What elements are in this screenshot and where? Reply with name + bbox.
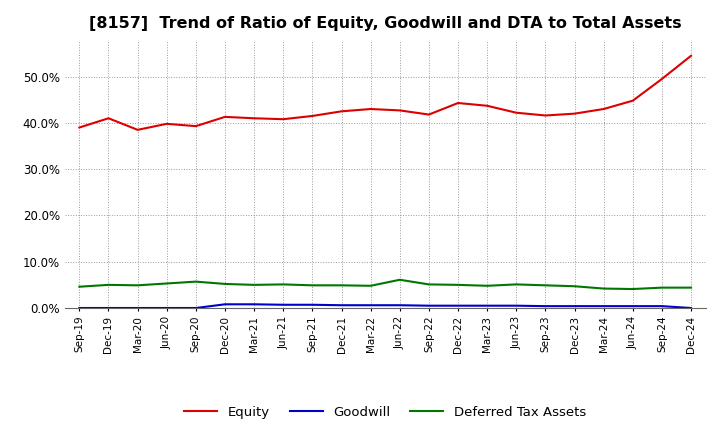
Equity	[541, 113, 550, 118]
Line: Equity: Equity	[79, 56, 691, 130]
Deferred Tax Assets	[687, 285, 696, 290]
Deferred Tax Assets	[570, 284, 579, 289]
Equity	[192, 124, 200, 129]
Goodwill	[483, 303, 492, 308]
Equity	[629, 98, 637, 103]
Goodwill	[75, 305, 84, 311]
Deferred Tax Assets	[163, 281, 171, 286]
Equity	[133, 127, 142, 132]
Goodwill	[337, 303, 346, 308]
Deferred Tax Assets	[541, 282, 550, 288]
Goodwill	[657, 304, 666, 309]
Deferred Tax Assets	[512, 282, 521, 287]
Equity	[570, 111, 579, 116]
Deferred Tax Assets	[337, 282, 346, 288]
Deferred Tax Assets	[133, 282, 142, 288]
Deferred Tax Assets	[425, 282, 433, 287]
Equity	[483, 103, 492, 108]
Equity	[250, 116, 258, 121]
Goodwill	[541, 304, 550, 309]
Goodwill	[425, 303, 433, 308]
Goodwill	[395, 303, 404, 308]
Line: Goodwill: Goodwill	[79, 304, 691, 308]
Equity	[279, 117, 287, 122]
Deferred Tax Assets	[220, 281, 229, 286]
Deferred Tax Assets	[192, 279, 200, 284]
Goodwill	[192, 305, 200, 311]
Equity	[395, 108, 404, 113]
Deferred Tax Assets	[308, 282, 317, 288]
Equity	[512, 110, 521, 115]
Goodwill	[250, 302, 258, 307]
Goodwill	[220, 302, 229, 307]
Goodwill	[104, 305, 113, 311]
Equity	[366, 106, 375, 112]
Deferred Tax Assets	[104, 282, 113, 287]
Equity	[454, 100, 462, 106]
Deferred Tax Assets	[366, 283, 375, 289]
Deferred Tax Assets	[395, 277, 404, 282]
Goodwill	[366, 303, 375, 308]
Goodwill	[687, 305, 696, 311]
Goodwill	[599, 304, 608, 309]
Deferred Tax Assets	[657, 285, 666, 290]
Equity	[657, 76, 666, 81]
Equity	[163, 121, 171, 126]
Deferred Tax Assets	[629, 286, 637, 292]
Deferred Tax Assets	[454, 282, 462, 287]
Goodwill	[308, 302, 317, 308]
Goodwill	[454, 303, 462, 308]
Equity	[220, 114, 229, 120]
Deferred Tax Assets	[483, 283, 492, 289]
Equity	[308, 114, 317, 119]
Deferred Tax Assets	[279, 282, 287, 287]
Equity	[425, 112, 433, 117]
Equity	[104, 116, 113, 121]
Deferred Tax Assets	[75, 284, 84, 290]
Goodwill	[163, 305, 171, 311]
Goodwill	[133, 305, 142, 311]
Title: [8157]  Trend of Ratio of Equity, Goodwill and DTA to Total Assets: [8157] Trend of Ratio of Equity, Goodwil…	[89, 16, 682, 32]
Legend: Equity, Goodwill, Deferred Tax Assets: Equity, Goodwill, Deferred Tax Assets	[179, 400, 591, 424]
Goodwill	[279, 302, 287, 308]
Equity	[75, 125, 84, 130]
Equity	[599, 106, 608, 112]
Deferred Tax Assets	[250, 282, 258, 287]
Deferred Tax Assets	[599, 286, 608, 291]
Equity	[687, 53, 696, 59]
Goodwill	[512, 303, 521, 308]
Goodwill	[570, 304, 579, 309]
Line: Deferred Tax Assets: Deferred Tax Assets	[79, 280, 691, 289]
Equity	[337, 109, 346, 114]
Goodwill	[629, 304, 637, 309]
